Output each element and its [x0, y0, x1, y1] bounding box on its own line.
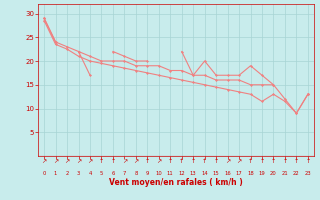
- X-axis label: Vent moyen/en rafales ( km/h ): Vent moyen/en rafales ( km/h ): [109, 178, 243, 187]
